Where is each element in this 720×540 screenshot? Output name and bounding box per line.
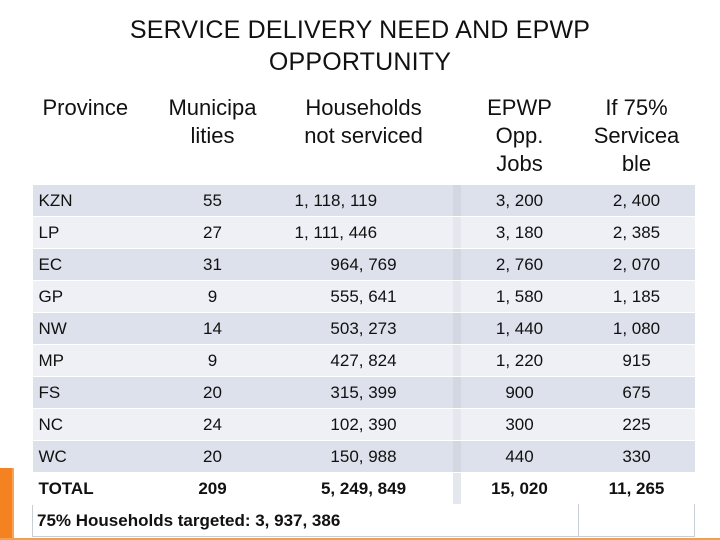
total-row: TOTAL 209 5, 249, 849 15, 020 11, 265: [32, 472, 695, 505]
cell-if-serviceable: 1, 080: [578, 312, 695, 345]
cell-municipalities: 20: [150, 376, 275, 409]
cell-province: EC: [32, 248, 151, 281]
total-households: 5, 249, 849: [274, 472, 453, 505]
cell-epwp-jobs: 3, 180: [460, 216, 579, 249]
total-municipalities: 209: [150, 472, 275, 505]
cell-province: WC: [32, 440, 151, 473]
cell-municipalities: 20: [150, 440, 275, 473]
cell-province: GP: [32, 280, 151, 313]
cell-municipalities: 24: [150, 408, 275, 441]
cell-gap: [452, 376, 461, 409]
header-households: Households not serviced: [274, 90, 453, 185]
cell-if-serviceable: 330: [578, 440, 695, 473]
header-province: Province: [32, 90, 151, 185]
cell-if-serviceable: 1, 185: [578, 280, 695, 313]
header-gap: [452, 90, 461, 185]
cell-if-serviceable: 2, 385: [578, 216, 695, 249]
orange-accent-line: [12, 468, 14, 540]
cell-epwp-jobs: 300: [460, 408, 579, 441]
cell-municipalities: 9: [150, 280, 275, 313]
cell-households: 427, 824: [274, 344, 453, 377]
cell-province: NW: [32, 312, 151, 345]
header-if-serviceable: If 75% Servicea ble: [578, 90, 695, 185]
cell-if-serviceable: 915: [578, 344, 695, 377]
table-row: LP 27 1, 111, 446 3, 180 2, 385: [32, 216, 695, 249]
footnote-households-targeted: 75% Households targeted: 3, 937, 386: [32, 504, 579, 537]
service-delivery-table: Province Municipa lities Households not …: [32, 90, 695, 537]
cell-households: 150, 988: [274, 440, 453, 473]
slide-title: SERVICE DELIVERY NEED AND EPWP OPPORTUNI…: [0, 14, 720, 78]
cell-households: 503, 273: [274, 312, 453, 345]
cell-gap: [452, 248, 461, 281]
footnote-row: 75% Households targeted: 3, 937, 386: [32, 504, 695, 537]
cell-gap: [452, 408, 461, 441]
title-line-2: OPPORTUNITY: [268, 48, 452, 76]
cell-households: 964, 769: [274, 248, 453, 281]
table-row: EC 31 964, 769 2, 760 2, 070: [32, 248, 695, 281]
cell-province: LP: [32, 216, 151, 249]
cell-gap: [452, 472, 461, 505]
cell-epwp-jobs: 440: [460, 440, 579, 473]
cell-if-serviceable: 675: [578, 376, 695, 409]
total-if-serviceable: 11, 265: [578, 472, 695, 505]
cell-epwp-jobs: 1, 220: [460, 344, 579, 377]
table-header-row: Province Municipa lities Households not …: [32, 90, 695, 185]
table-row: KZN 55 1, 118, 119 3, 200 2, 400: [32, 184, 695, 217]
cell-if-serviceable: 225: [578, 408, 695, 441]
cell-gap: [452, 216, 461, 249]
cell-epwp-jobs: 900: [460, 376, 579, 409]
cell-households: 1, 111, 446: [274, 216, 453, 249]
cell-gap: [452, 312, 461, 345]
cell-epwp-jobs: 3, 200: [460, 184, 579, 217]
cell-households: 1, 118, 119: [274, 184, 453, 217]
cell-households: 315, 399: [274, 376, 453, 409]
title-line-1: SERVICE DELIVERY NEED AND EPWP: [129, 16, 591, 44]
cell-households: 555, 641: [274, 280, 453, 313]
total-epwp-jobs: 15, 020: [460, 472, 579, 505]
total-label: TOTAL: [32, 472, 151, 505]
table-row: FS 20 315, 399 900 675: [32, 376, 695, 409]
orange-accent-bar: [0, 468, 12, 540]
cell-epwp-jobs: 2, 760: [460, 248, 579, 281]
table-row: NC 24 102, 390 300 225: [32, 408, 695, 441]
data-table-container: Province Municipa lities Households not …: [32, 90, 695, 537]
cell-gap: [452, 184, 461, 217]
header-municipalities: Municipa lities: [150, 90, 275, 185]
cell-gap: [452, 440, 461, 473]
cell-epwp-jobs: 1, 580: [460, 280, 579, 313]
cell-province: FS: [32, 376, 151, 409]
cell-province: MP: [32, 344, 151, 377]
cell-gap: [452, 344, 461, 377]
bottom-rule: [0, 538, 720, 540]
table-row: MP 9 427, 824 1, 220 915: [32, 344, 695, 377]
cell-if-serviceable: 2, 070: [578, 248, 695, 281]
cell-municipalities: 27: [150, 216, 275, 249]
cell-households: 102, 390: [274, 408, 453, 441]
footnote-empty-cell: [578, 504, 695, 537]
cell-province: KZN: [32, 184, 151, 217]
cell-if-serviceable: 2, 400: [578, 184, 695, 217]
cell-province: NC: [32, 408, 151, 441]
cell-municipalities: 9: [150, 344, 275, 377]
cell-municipalities: 31: [150, 248, 275, 281]
cell-municipalities: 14: [150, 312, 275, 345]
table-row: GP 9 555, 641 1, 580 1, 185: [32, 280, 695, 313]
cell-epwp-jobs: 1, 440: [460, 312, 579, 345]
table-row: WC 20 150, 988 440 330: [32, 440, 695, 473]
header-epwp-jobs: EPWP Opp. Jobs: [460, 90, 579, 185]
cell-gap: [452, 280, 461, 313]
cell-municipalities: 55: [150, 184, 275, 217]
table-row: NW 14 503, 273 1, 440 1, 080: [32, 312, 695, 345]
